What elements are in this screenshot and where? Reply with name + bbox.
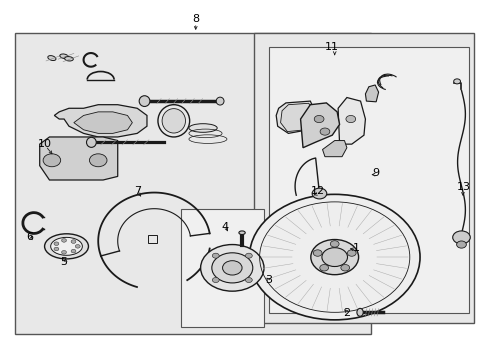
Circle shape: [54, 242, 59, 246]
Text: 2: 2: [343, 308, 350, 318]
Text: 3: 3: [265, 275, 272, 285]
Polygon shape: [337, 98, 365, 144]
Ellipse shape: [216, 97, 224, 105]
Circle shape: [71, 240, 76, 243]
Ellipse shape: [64, 57, 73, 61]
Polygon shape: [40, 137, 118, 180]
Text: 12: 12: [310, 186, 324, 196]
Circle shape: [311, 188, 326, 199]
Bar: [268, 47, 468, 313]
Circle shape: [319, 265, 328, 271]
Circle shape: [456, 241, 466, 248]
Circle shape: [330, 241, 338, 247]
Text: 7: 7: [133, 186, 141, 196]
Text: 11: 11: [325, 42, 339, 52]
Polygon shape: [300, 103, 339, 148]
Ellipse shape: [44, 234, 88, 259]
Bar: [15, 33, 370, 334]
Circle shape: [54, 247, 59, 251]
Text: 9: 9: [372, 168, 379, 178]
Circle shape: [346, 250, 355, 256]
Polygon shape: [322, 140, 346, 157]
Circle shape: [340, 265, 349, 271]
Circle shape: [453, 79, 460, 84]
Circle shape: [314, 116, 324, 123]
Text: 1: 1: [352, 243, 360, 253]
Circle shape: [75, 244, 80, 248]
Circle shape: [222, 261, 242, 275]
Text: 4: 4: [221, 222, 228, 231]
Circle shape: [345, 116, 355, 123]
Circle shape: [313, 250, 322, 256]
Ellipse shape: [356, 309, 363, 316]
Circle shape: [211, 253, 252, 283]
Circle shape: [245, 278, 252, 283]
Text: 5: 5: [61, 257, 67, 267]
Circle shape: [200, 244, 264, 291]
Ellipse shape: [51, 237, 82, 255]
Polygon shape: [74, 112, 132, 134]
Circle shape: [89, 154, 107, 167]
Circle shape: [43, 154, 61, 167]
Ellipse shape: [48, 55, 56, 60]
Bar: [181, 209, 264, 327]
Circle shape: [212, 278, 219, 283]
Text: 8: 8: [192, 14, 199, 24]
Ellipse shape: [188, 124, 217, 132]
Text: 6: 6: [26, 232, 33, 242]
Ellipse shape: [139, 96, 150, 107]
Polygon shape: [365, 85, 378, 102]
Circle shape: [212, 253, 219, 258]
Ellipse shape: [86, 137, 96, 147]
Circle shape: [310, 239, 358, 275]
Ellipse shape: [239, 231, 244, 234]
Text: 13: 13: [456, 182, 470, 192]
Polygon shape: [54, 105, 147, 137]
Circle shape: [245, 253, 252, 258]
Ellipse shape: [60, 54, 68, 59]
Circle shape: [320, 128, 329, 135]
Text: 10: 10: [38, 139, 51, 149]
Circle shape: [452, 231, 469, 244]
Polygon shape: [280, 103, 312, 132]
Bar: [254, 33, 473, 323]
Circle shape: [249, 194, 419, 320]
Bar: [148, 234, 157, 243]
Ellipse shape: [162, 109, 185, 133]
Ellipse shape: [158, 105, 189, 137]
Circle shape: [71, 249, 76, 253]
Polygon shape: [276, 101, 315, 134]
Circle shape: [321, 248, 347, 266]
Circle shape: [61, 251, 66, 254]
Circle shape: [61, 239, 66, 242]
